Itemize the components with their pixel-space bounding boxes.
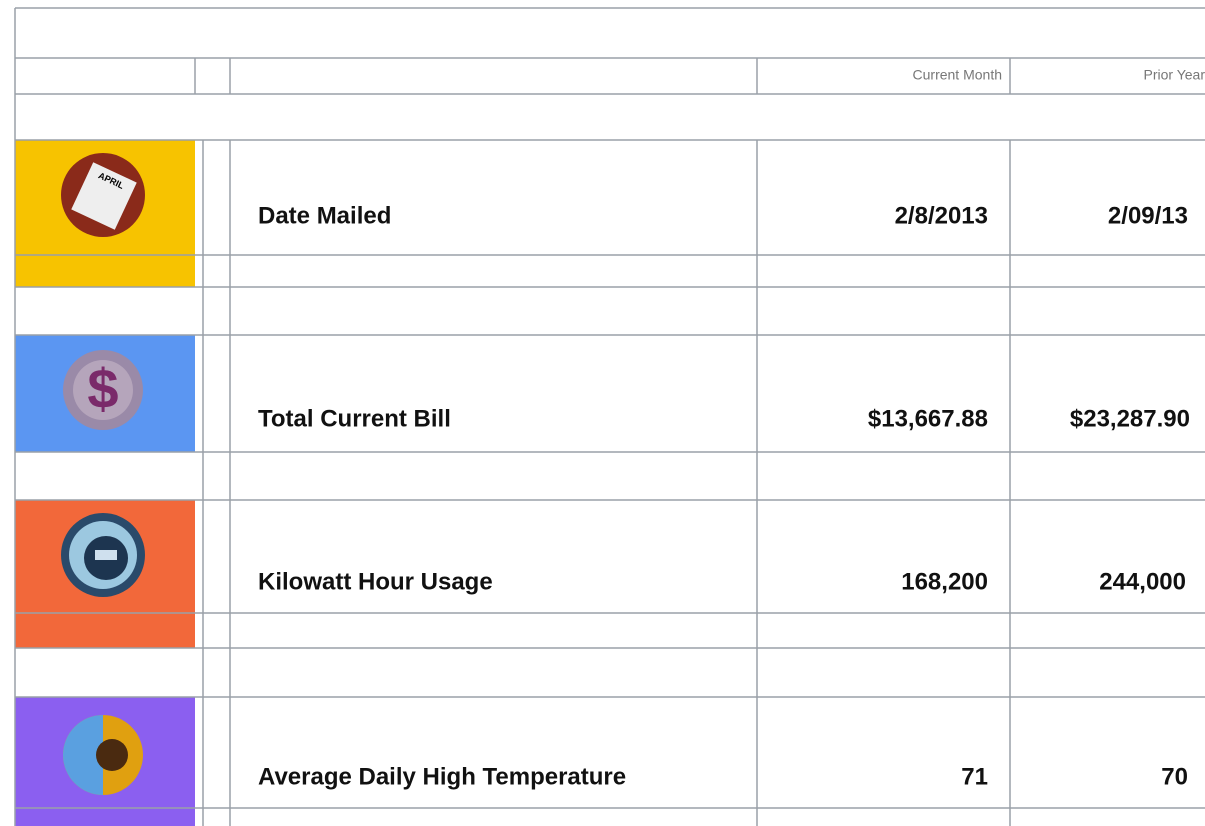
prior-value: $23,287.90 — [1070, 405, 1190, 432]
calendar-icon: APRIL — [61, 153, 145, 237]
meter-icon — [61, 513, 145, 597]
grid — [14, 7, 1205, 826]
prior-value: 244,000 — [1099, 568, 1186, 595]
dollar-icon: $ — [63, 350, 143, 430]
current-value: 2/8/2013 — [895, 202, 988, 229]
current-value: 71 — [961, 763, 988, 790]
prior-value: 2/09/13 — [1108, 202, 1188, 229]
row-label: Date Mailed — [258, 202, 391, 229]
column-header: Current Month — [913, 67, 1002, 83]
temperature-icon — [63, 715, 143, 795]
row-label: Average Daily High Temperature — [258, 763, 626, 790]
row-label: Total Current Bill — [258, 405, 451, 432]
svg-text:$: $ — [87, 357, 118, 420]
column-header: Prior Year — [1144, 67, 1205, 83]
prior-value: 70 — [1161, 763, 1188, 790]
row-label: Kilowatt Hour Usage — [258, 568, 493, 595]
current-value: 168,200 — [901, 568, 988, 595]
current-value: $13,667.88 — [868, 405, 988, 432]
